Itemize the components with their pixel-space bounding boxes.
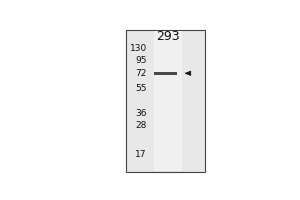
Text: 28: 28 [135, 121, 147, 130]
Bar [126, 30, 205, 172]
Bar [154, 72, 177, 75]
Polygon shape [185, 71, 191, 75]
Text: 36: 36 [135, 109, 147, 118]
Text: 293: 293 [156, 30, 179, 43]
Text: 130: 130 [130, 44, 147, 53]
Text: 17: 17 [135, 150, 147, 159]
Text: 95: 95 [135, 56, 147, 65]
Text: 72: 72 [135, 69, 147, 78]
Text: 55: 55 [135, 84, 147, 93]
Bar [154, 31, 182, 171]
